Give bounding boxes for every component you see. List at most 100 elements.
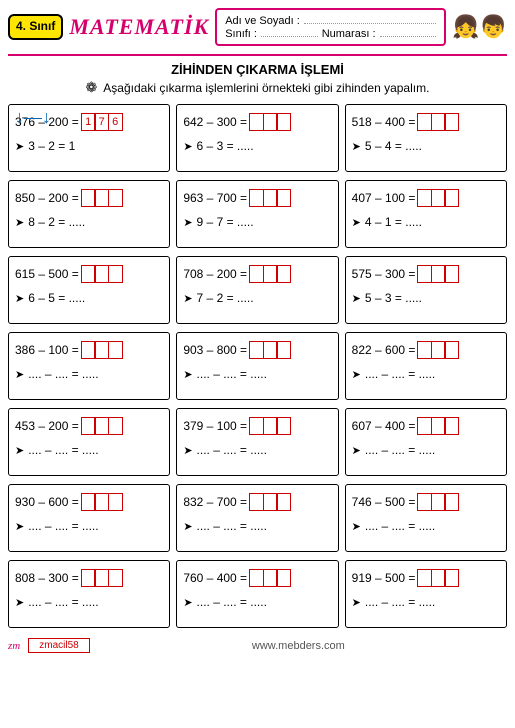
problem-cell: 760 – 400 =➤.... – .... = ..... [176,560,338,628]
answer-box[interactable] [108,341,123,359]
hint-row: ➤.... – .... = ..... [352,367,500,381]
bullet-arrow-icon: ➤ [15,444,24,457]
answer-box[interactable] [108,569,123,587]
problem-text: 832 – 700 = [183,495,247,509]
bullet-arrow-icon: ➤ [352,596,361,609]
class-field[interactable] [261,27,318,37]
bullet-arrow-icon: ➤ [183,444,192,457]
answer-boxes[interactable] [417,569,459,587]
answer-boxes[interactable] [249,493,291,511]
bullet-arrow-icon: ➤ [183,292,192,305]
student-info-box: Adı ve Soyadı : Sınıfı : Numarası : [215,8,446,46]
answer-box[interactable] [276,569,291,587]
hint-text: 5 – 4 = ..... [365,139,422,153]
hint-row: ➤.... – .... = ..... [15,595,163,609]
problem-expression: 607 – 400 = [352,417,500,435]
answer-box[interactable]: 6 [108,113,123,131]
answer-box[interactable] [444,113,459,131]
hint-text: .... – .... = ..... [197,443,267,457]
hint-text: .... – .... = ..... [28,519,98,533]
problem-cell: 386 – 100 =➤.... – .... = ..... [8,332,170,400]
hint-text: .... – .... = ..... [365,595,435,609]
answer-box[interactable] [276,341,291,359]
answer-box[interactable] [108,189,123,207]
answer-box[interactable] [108,265,123,283]
bullet-arrow-icon: ➤ [352,216,361,229]
problem-text: 746 – 500 = [352,495,416,509]
answer-boxes[interactable] [249,189,291,207]
problem-expression: 379 – 100 = [183,417,331,435]
answer-box[interactable] [444,265,459,283]
bullet-arrow-icon: ➤ [15,292,24,305]
number-field[interactable] [380,27,437,37]
answer-box[interactable] [444,341,459,359]
answer-boxes[interactable] [249,265,291,283]
answer-boxes[interactable] [417,189,459,207]
bullet-arrow-icon: ➤ [15,140,24,153]
answer-boxes[interactable] [417,341,459,359]
flower-icon: ❁ [86,79,98,96]
bullet-arrow-icon: ➤ [352,292,361,305]
answer-boxes[interactable] [249,113,291,131]
answer-boxes[interactable] [81,417,123,435]
problem-text: 760 – 400 = [183,571,247,585]
hint-text: .... – .... = ..... [197,519,267,533]
answer-box[interactable] [276,493,291,511]
answer-box[interactable] [276,113,291,131]
problem-text: 919 – 500 = [352,571,416,585]
answer-boxes[interactable]: 176 [81,113,123,131]
answer-box[interactable] [444,569,459,587]
answer-box[interactable] [444,493,459,511]
problem-cell: 453 – 200 =➤.... – .... = ..... [8,408,170,476]
answer-box[interactable] [276,189,291,207]
name-field[interactable] [304,14,436,24]
problem-text: 407 – 100 = [352,191,416,205]
answer-boxes[interactable] [249,417,291,435]
worksheet-page: 4. Sınıf MATEMATİK Adı ve Soyadı : Sınıf… [0,0,515,661]
hint-text: .... – .... = ..... [28,367,98,381]
problem-text: 930 – 600 = [15,495,79,509]
answer-box[interactable] [444,189,459,207]
hint-row: ➤.... – .... = ..... [183,367,331,381]
answer-box[interactable] [276,417,291,435]
hint-text: 8 – 2 = ..... [28,215,85,229]
worksheet-title: ZİHİNDEN ÇIKARMA İŞLEMİ [8,62,507,77]
answer-boxes[interactable] [417,417,459,435]
problem-cell: 407 – 100 = ➤4 – 1 = ..... [345,180,507,248]
answer-box[interactable] [276,265,291,283]
hint-row: ➤.... – .... = ..... [352,519,500,533]
answer-box[interactable] [108,493,123,511]
problem-expression: 822 – 600 = [352,341,500,359]
bullet-arrow-icon: ➤ [183,520,192,533]
hint-row: ➤5 – 3 = ..... [352,291,500,305]
instruction-row: ❁ Aşağıdaki çıkarma işlemlerini örnektek… [8,79,507,96]
bullet-arrow-icon: ➤ [183,368,192,381]
bullet-arrow-icon: ➤ [15,216,24,229]
answer-boxes[interactable] [249,569,291,587]
problem-expression: 386 – 100 = [15,341,163,359]
answer-boxes[interactable] [249,341,291,359]
answer-boxes[interactable] [81,493,123,511]
answer-boxes[interactable] [81,569,123,587]
problem-cell: 822 – 600 = ➤.... – .... = ..... [345,332,507,400]
hint-row: ➤.... – .... = ..... [15,443,163,457]
problem-text: 822 – 600 = [352,343,416,357]
answer-box[interactable] [444,417,459,435]
answer-boxes[interactable] [81,265,123,283]
hint-row: ➤9 – 7 = ..... [183,215,331,229]
problem-text: 376 – 200 = [15,115,79,129]
problem-cell: 746 – 500 = ➤.... – .... = ..... [345,484,507,552]
answer-boxes[interactable] [81,341,123,359]
answer-boxes[interactable] [417,265,459,283]
hint-row: ➤5 – 4 = ..... [352,139,500,153]
problem-text: 518 – 400 = [352,115,416,129]
answer-boxes[interactable] [81,189,123,207]
bullet-arrow-icon: ➤ [352,520,361,533]
answer-boxes[interactable] [417,493,459,511]
answer-boxes[interactable] [417,113,459,131]
hint-row: ➤4 – 1 = ..... [352,215,500,229]
problem-text: 708 – 200 = [183,267,247,281]
hint-row: ➤.... – .... = ..... [15,519,163,533]
answer-box[interactable] [108,417,123,435]
problem-expression: 963 – 700 = [183,189,331,207]
